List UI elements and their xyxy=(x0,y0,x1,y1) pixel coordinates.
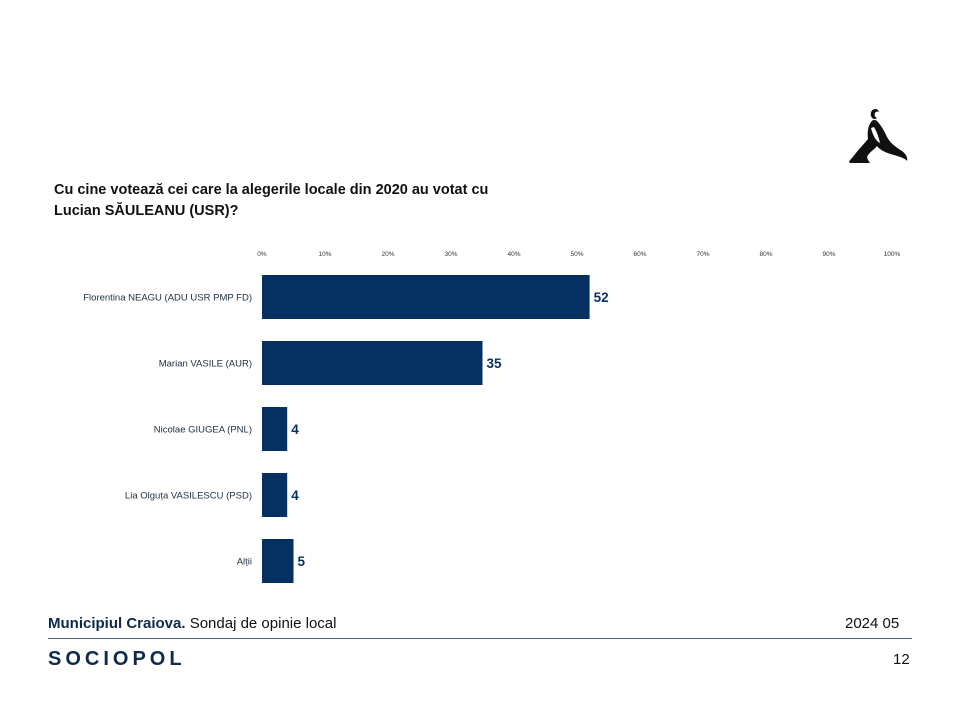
x-tick-label: 80% xyxy=(759,251,772,258)
x-tick-label: 20% xyxy=(381,251,394,258)
bar xyxy=(262,473,288,517)
category-label: Nicolae GIUGEA (PNL) xyxy=(154,425,252,436)
category-label: Marian VASILE (AUR) xyxy=(159,359,252,370)
x-tick-label: 90% xyxy=(822,251,835,258)
x-tick-label: 0% xyxy=(257,251,267,258)
x-tick-label: 30% xyxy=(444,251,457,258)
x-tick-label: 40% xyxy=(507,251,520,258)
data-label: 52 xyxy=(594,290,609,305)
bar-chart: 0% 10% 20% 30% 40% 50% 60% 70% 80% 90% 100% Florent… xyxy=(83,251,901,583)
bar xyxy=(262,407,288,451)
x-tick-label: 100% xyxy=(884,251,901,258)
bar xyxy=(262,275,590,319)
data-label: 4 xyxy=(291,422,299,437)
chart-title-line-1: Cu cine votează cei care la alegerile lo… xyxy=(54,182,489,198)
footer-divider xyxy=(48,638,912,639)
footer-date: 2024 05 xyxy=(845,615,900,632)
footer-study-type: Sondaj de opinie local xyxy=(185,615,337,632)
category-label: Alții xyxy=(237,557,252,568)
brand-logo: SOCIOPOL xyxy=(48,648,186,670)
x-tick-label: 50% xyxy=(570,251,583,258)
bar xyxy=(262,341,483,385)
data-label: 5 xyxy=(298,554,306,569)
thinker-silhouette-icon xyxy=(846,106,910,171)
x-tick-label: 10% xyxy=(318,251,331,258)
footer-city: Municipiul Craiova. xyxy=(48,615,186,632)
chart-title-line-2: Lucian SĂULEANU (USR)? xyxy=(54,203,239,219)
bar xyxy=(262,539,294,583)
chart-title: Cu cine votează cei care la alegerile lo… xyxy=(54,180,574,222)
page-number: 12 xyxy=(893,651,910,668)
category-label: Lia Olguța VASILESCU (PSD) xyxy=(125,491,252,502)
x-tick-label: 60% xyxy=(633,251,646,258)
x-tick-label: 70% xyxy=(696,251,709,258)
data-label: 35 xyxy=(487,356,503,371)
data-label: 4 xyxy=(291,488,299,503)
footer-study-title: Municipiul Craiova. Sondaj de opinie loc… xyxy=(48,615,336,632)
category-label: Florentina NEAGU (ADU USR PMP FD) xyxy=(83,293,252,304)
